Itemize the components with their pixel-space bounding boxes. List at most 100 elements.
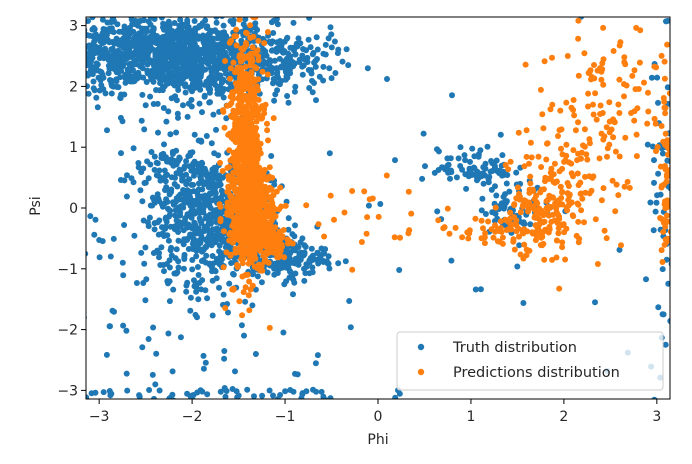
data-point (636, 59, 643, 66)
data-point (184, 113, 191, 120)
data-point (119, 259, 126, 266)
data-point (345, 62, 352, 69)
data-point (377, 201, 384, 207)
data-point (326, 150, 333, 157)
data-point (365, 202, 372, 209)
data-point (210, 58, 217, 65)
data-point (177, 334, 184, 341)
data-point (164, 75, 171, 81)
data-point (222, 58, 228, 64)
data-point (555, 133, 561, 139)
data-point (480, 164, 487, 171)
data-point (612, 208, 619, 215)
data-point (237, 116, 244, 123)
data-point (191, 172, 197, 179)
data-point (188, 181, 195, 188)
data-point (603, 124, 610, 131)
data-point (507, 209, 514, 216)
data-point (222, 393, 229, 399)
data-point (200, 352, 207, 359)
data-point (406, 227, 413, 234)
data-point (560, 221, 567, 228)
data-point (281, 254, 288, 261)
data-point (211, 180, 218, 187)
data-point (548, 165, 555, 172)
data-point (145, 175, 152, 182)
data-point (99, 17, 106, 23)
data-point (264, 269, 271, 276)
data-point (202, 259, 209, 266)
data-point (431, 169, 438, 176)
data-point (497, 218, 504, 225)
data-point (598, 76, 605, 83)
data-point (180, 239, 187, 246)
legend-label: Truth distribution (452, 340, 577, 356)
data-point (523, 153, 530, 160)
data-point (168, 156, 175, 163)
data-point (265, 137, 271, 144)
data-point (143, 79, 150, 85)
data-point (141, 180, 148, 186)
data-point (175, 87, 182, 93)
data-point (526, 160, 532, 167)
data-point (89, 17, 96, 21)
data-point (279, 258, 286, 265)
data-point (553, 199, 560, 206)
data-point (157, 177, 164, 184)
data-point (157, 38, 164, 45)
data-point (624, 178, 631, 185)
data-point (204, 295, 211, 302)
data-point (511, 214, 517, 221)
data-point (80, 40, 86, 46)
data-point (158, 244, 165, 251)
data-point (139, 59, 146, 66)
data-point (144, 61, 151, 68)
data-point (86, 394, 90, 399)
data-point (234, 158, 241, 165)
data-point (86, 72, 91, 79)
data-point (520, 255, 527, 262)
data-point (232, 120, 239, 127)
data-point (182, 81, 189, 88)
data-point (301, 277, 308, 284)
data-point (651, 157, 657, 164)
data-point (278, 63, 285, 70)
data-point (270, 211, 277, 218)
data-point (651, 179, 657, 186)
data-point (96, 237, 103, 243)
data-point (557, 183, 564, 190)
data-point (213, 225, 220, 232)
data-point (610, 48, 617, 54)
data-point (364, 65, 371, 72)
data-point (384, 76, 390, 82)
data-point (219, 45, 226, 52)
data-point (180, 265, 187, 272)
data-point (559, 201, 566, 208)
data-point (225, 173, 232, 180)
data-point (200, 365, 207, 372)
data-point (252, 135, 259, 142)
data-point (247, 136, 254, 143)
data-point (253, 65, 260, 72)
data-point (127, 30, 133, 37)
data-point (102, 90, 109, 97)
data-point (670, 236, 676, 242)
data-point (196, 100, 203, 107)
data-point (234, 205, 241, 212)
data-point (203, 213, 210, 220)
data-point (591, 62, 597, 68)
data-point (242, 63, 249, 70)
data-point (644, 141, 651, 148)
data-point (175, 28, 182, 35)
data-point (308, 245, 315, 252)
data-point (242, 298, 249, 305)
data-point (259, 392, 266, 399)
data-point (137, 33, 144, 40)
data-point (665, 151, 670, 158)
data-point (108, 90, 115, 97)
data-point (217, 203, 224, 210)
data-point (255, 37, 262, 44)
data-point (204, 42, 211, 49)
data-point (463, 185, 470, 192)
data-point (575, 119, 581, 126)
